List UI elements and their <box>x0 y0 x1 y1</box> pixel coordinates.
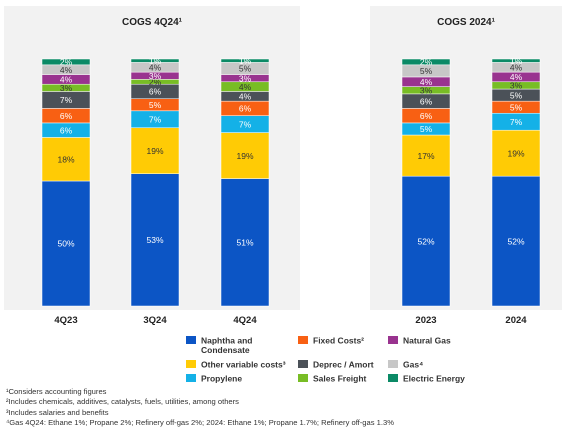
data-label-electric-energy-4q23: 2% <box>60 57 73 67</box>
bar-segment-electric-energy-3q24 <box>130 58 180 63</box>
footnote-2: ²Includes chemicals, additives, catalyst… <box>6 397 239 407</box>
bars-layer: 4Q2350%18%6%6%7%3%4%4%2%3Q2453%19%7%5%6%… <box>41 56 541 326</box>
footnote-3: ³Includes salaries and benefits <box>6 407 109 417</box>
category-label-2024: 2024 <box>505 315 527 326</box>
bar-segment-other-variable-2024 <box>491 129 541 177</box>
data-label-propylene-4q24: 7% <box>239 119 252 129</box>
footnote-1: ¹Considers accounting figures <box>6 387 107 396</box>
data-label-sales-freight-2024: 3% <box>510 81 523 91</box>
legend-label-naphtha: Naphtha and <box>201 336 252 346</box>
data-label-electric-energy-2024: 1% <box>510 56 523 66</box>
panel-quarterly-title: COGS 4Q24¹ <box>122 17 183 28</box>
data-label-naphtha-4q23: 50% <box>57 239 74 249</box>
legend-swatch-naphtha <box>186 336 196 344</box>
data-label-fixed-costs-2023: 6% <box>420 111 433 121</box>
data-label-natural-gas-4q23: 4% <box>60 75 73 85</box>
legend-label-electric-energy: Electric Energy <box>403 374 465 384</box>
data-label-natural-gas-3q24: 3% <box>149 71 162 81</box>
data-label-propylene-2024: 7% <box>510 117 523 127</box>
data-label-fixed-costs-3q24: 5% <box>149 100 162 110</box>
category-label-4q23: 4Q23 <box>54 315 77 326</box>
data-label-gas-3q24: 4% <box>149 62 162 72</box>
legend-label-deprec-amort: Deprec / Amort <box>313 360 374 370</box>
data-label-fixed-costs-2024: 5% <box>510 102 523 112</box>
bar-segment-electric-energy-2024 <box>491 58 541 63</box>
legend-swatch-other-variable <box>186 360 196 368</box>
bar-segment-naphtha-2024 <box>491 175 541 307</box>
data-label-naphtha-2024: 52% <box>507 236 524 246</box>
data-label-sales-freight-4q23: 3% <box>60 83 73 93</box>
data-label-propylene-2023: 5% <box>420 124 433 134</box>
legend-label-other-variable: Other variable costs³ <box>201 360 286 370</box>
bar-segment-other-variable-2023 <box>401 134 451 177</box>
data-label-propylene-3q24: 7% <box>149 114 162 124</box>
bar-segment-electric-energy-2023 <box>401 58 451 66</box>
category-label-4q24: 4Q24 <box>233 315 257 326</box>
data-label-sales-freight-4q24: 4% <box>239 82 252 92</box>
data-label-electric-energy-3q24: 1% <box>149 56 162 66</box>
data-label-propylene-4q23: 6% <box>60 125 73 135</box>
data-label-other-variable-4q23: 18% <box>57 154 74 164</box>
legend-swatch-deprec-amort <box>298 360 308 368</box>
data-label-naphtha-3q24: 53% <box>146 235 163 245</box>
data-label-deprec-amort-4q23: 7% <box>60 95 73 105</box>
bar-segment-naphtha-2023 <box>401 175 451 307</box>
data-label-sales-freight-3q24: 2% <box>149 77 162 87</box>
bar-segment-other-variable-4q23 <box>41 137 91 182</box>
data-label-naphtha-4q24: 51% <box>236 237 253 247</box>
legend-swatch-natural-gas <box>388 336 398 344</box>
legend-label-naphtha-line2: Condensate <box>201 345 250 355</box>
panel-annual-title: COGS 2024¹ <box>437 17 495 28</box>
data-label-other-variable-4q24: 19% <box>236 151 253 161</box>
data-label-gas-2024: 4% <box>510 62 523 72</box>
data-label-fixed-costs-4q24: 6% <box>239 104 252 114</box>
data-label-natural-gas-2024: 4% <box>510 72 523 82</box>
footnotes: ¹Considers accounting figures ²Includes … <box>6 387 566 429</box>
legend-label-sales-freight: Sales Freight <box>313 374 367 384</box>
category-label-2023: 2023 <box>415 315 436 326</box>
legend-label-natural-gas: Natural Gas <box>403 336 451 346</box>
data-label-fixed-costs-4q23: 6% <box>60 111 73 121</box>
data-label-deprec-amort-4q24: 4% <box>239 92 252 102</box>
data-label-gas-2023: 5% <box>420 66 433 76</box>
legend-swatch-sales-freight <box>298 374 308 382</box>
legend-swatch-propylene <box>186 374 196 382</box>
bar-segment-naphtha-4q24 <box>220 178 270 307</box>
data-label-gas-4q23: 4% <box>60 65 73 75</box>
legend-label-fixed-costs: Fixed Costs² <box>313 336 364 346</box>
data-label-electric-energy-4q24: 1% <box>239 56 252 66</box>
legend-label-gas: Gas⁴ <box>403 360 423 370</box>
data-label-naphtha-2023: 52% <box>417 236 434 246</box>
legend-label-propylene: Propylene <box>201 374 242 384</box>
data-label-other-variable-2024: 19% <box>507 148 524 158</box>
data-label-other-variable-3q24: 19% <box>146 146 163 156</box>
legend-swatch-gas <box>388 360 398 368</box>
data-label-other-variable-2023: 17% <box>417 151 434 161</box>
bar-segment-electric-energy-4q23 <box>41 58 91 66</box>
data-label-natural-gas-4q24: 3% <box>239 73 252 83</box>
bar-segment-electric-energy-4q24 <box>220 58 270 63</box>
bar-segment-other-variable-3q24 <box>130 127 180 174</box>
data-label-gas-4q24: 5% <box>239 64 252 74</box>
legend-swatch-fixed-costs <box>298 336 308 344</box>
legend-swatch-electric-energy <box>388 374 398 382</box>
data-label-deprec-amort-2023: 6% <box>420 96 433 106</box>
data-label-deprec-amort-2024: 5% <box>510 90 523 100</box>
footnote-4: ⁴Gas 4Q24: Ethane 1%; Propane 2%; Refine… <box>6 418 394 428</box>
data-label-electric-energy-2023: 2% <box>420 57 433 67</box>
cogs-chart: COGS 4Q24¹ COGS 2024¹ 4Q23 50% 18% 6% 6% 7% 3%… <box>4 6 562 384</box>
data-label-deprec-amort-3q24: 6% <box>149 87 162 97</box>
data-label-sales-freight-2023: 3% <box>420 85 433 95</box>
category-label-3q24: 3Q24 <box>143 315 167 326</box>
data-label-natural-gas-2023: 4% <box>420 77 433 87</box>
